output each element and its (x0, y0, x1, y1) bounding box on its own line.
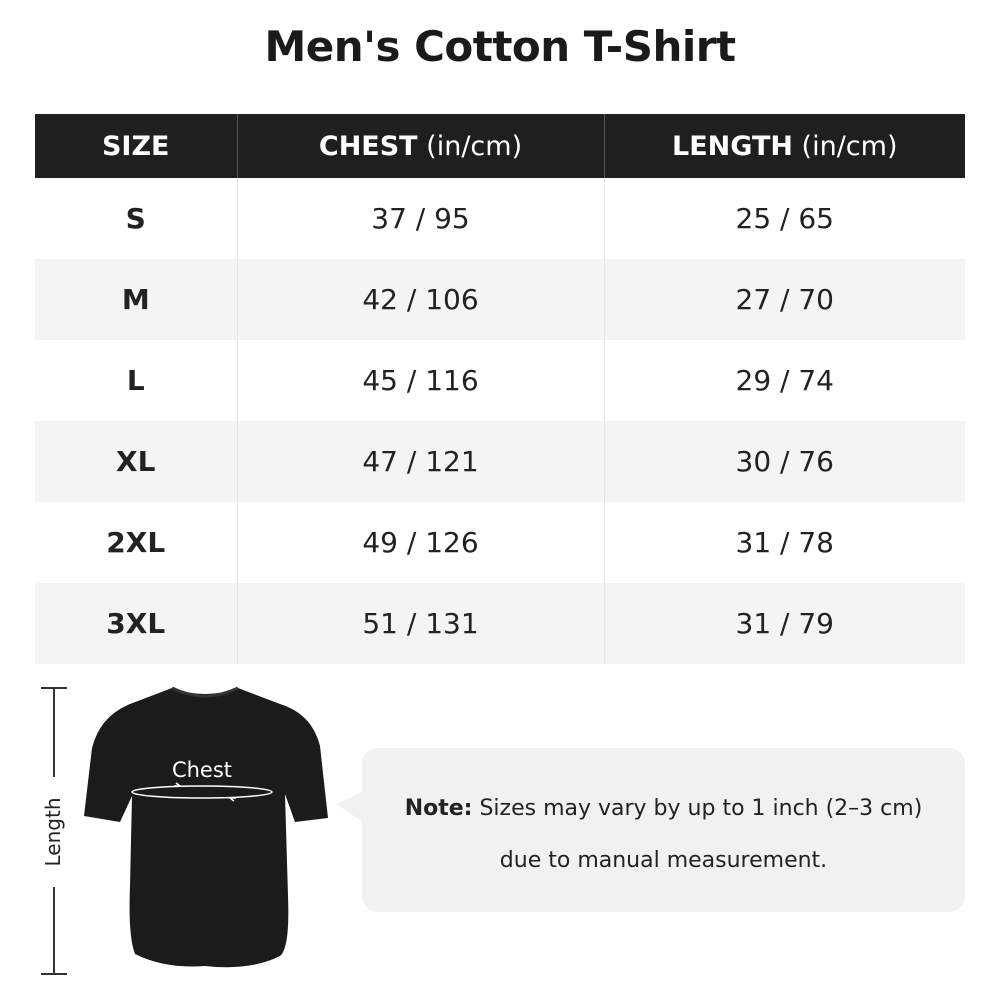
header-length: LENGTH (in/cm) (603, 114, 965, 178)
note-prefix: Note: (404, 796, 473, 821)
note-line-1: Note: Sizes may vary by up to 1 inch (2–… (362, 796, 965, 821)
chest-cell: 47 / 121 (236, 421, 604, 502)
length-cell: 27 / 70 (603, 259, 965, 340)
length-ruler (41, 687, 67, 975)
header-chest: CHEST (in/cm) (236, 114, 604, 178)
header-unit: (in/cm) (792, 130, 898, 162)
table-header-row: SIZE CHEST (in/cm) LENGTH (in/cm) (35, 114, 965, 178)
ruler-line (53, 687, 55, 777)
header-label: LENGTH (672, 130, 793, 162)
chest-cell: 45 / 116 (236, 340, 604, 421)
header-label: SIZE (101, 130, 170, 162)
tshirt-illustration: Chest (84, 686, 328, 968)
chest-cell: 49 / 126 (236, 502, 604, 583)
ruler-line (53, 887, 55, 974)
size-cell: L (126, 364, 145, 397)
ruler-tick-bottom (41, 973, 67, 975)
header-size: SIZE (35, 114, 237, 178)
chest-measure-ellipse (131, 785, 273, 799)
size-cell: 3XL (35, 583, 237, 664)
length-cell: 30 / 76 (603, 421, 965, 502)
note-bubble-tail (336, 790, 366, 824)
tshirt-body (84, 688, 328, 968)
table-row: 3XL 51 / 131 31 / 79 (35, 583, 965, 664)
page-title: Men's Cotton T-Shirt (264, 22, 736, 71)
chest-cell: 51 / 131 (236, 583, 604, 664)
table-row: S 37 / 95 25 / 65 (35, 178, 965, 259)
note-bubble: Note: Sizes may vary by up to 1 inch (2–… (362, 748, 965, 912)
length-cell: 25 / 65 (603, 178, 965, 259)
size-cell: S (125, 202, 146, 235)
size-cell: 2XL (106, 526, 166, 559)
length-cell: 29 / 74 (603, 340, 965, 421)
chest-label: Chest (172, 758, 232, 782)
length-label: Length (41, 797, 65, 867)
size-cell: XL (35, 421, 237, 502)
header-unit: (in/cm) (417, 130, 523, 162)
length-cell: 31 / 79 (603, 583, 965, 664)
size-cell: M (35, 259, 237, 340)
tshirt-collar (171, 686, 239, 698)
table-row: XL 47 / 121 30 / 76 (35, 421, 965, 502)
table-row: L 45 / 116 29 / 74 (35, 340, 965, 421)
chest-cell: 42 / 106 (236, 259, 604, 340)
header-label: CHEST (318, 130, 418, 162)
table-row: M 42 / 106 27 / 70 (35, 259, 965, 340)
length-cell: 31 / 78 (603, 502, 965, 583)
note-text: Sizes may vary by up to 1 inch (2–3 cm) (472, 796, 923, 821)
size-chart-table: SIZE CHEST (in/cm) LENGTH (in/cm) S 37 / … (35, 114, 965, 664)
table-row: 2XL 49 / 126 31 / 78 (35, 502, 965, 583)
chest-cell: 37 / 95 (236, 178, 604, 259)
note-line-2: due to manual measurement. (499, 848, 828, 873)
chest-arrow-icon (174, 782, 236, 802)
